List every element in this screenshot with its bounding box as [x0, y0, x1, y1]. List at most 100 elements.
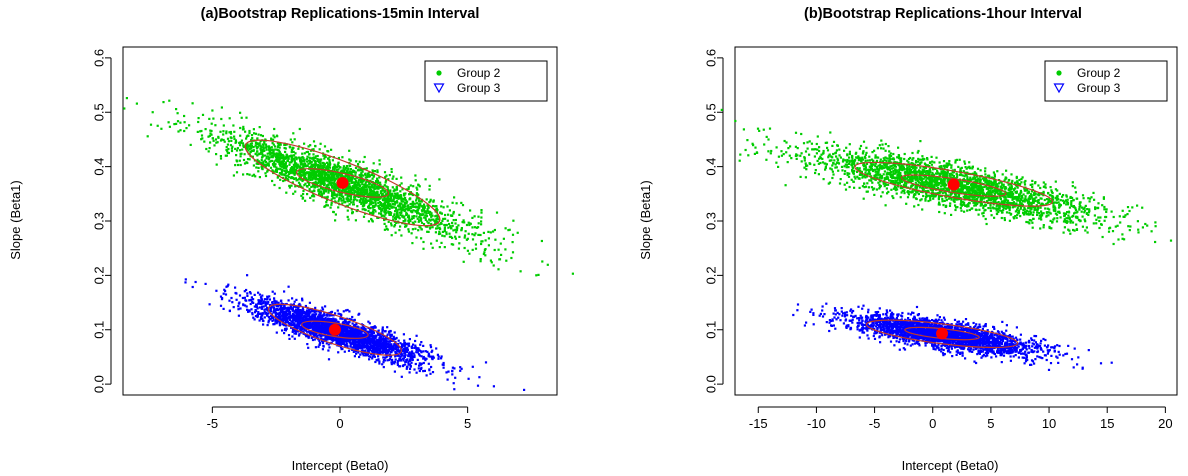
data-point [308, 176, 311, 179]
data-point [445, 233, 448, 236]
data-point [283, 290, 286, 293]
data-point [384, 175, 387, 179]
data-point [455, 231, 458, 234]
data-point [274, 148, 277, 151]
data-point [351, 192, 354, 195]
data-point [440, 355, 443, 358]
data-point [370, 201, 374, 204]
data-point [420, 217, 423, 220]
data-point [215, 153, 218, 156]
data-point [351, 322, 354, 325]
data-point [311, 165, 315, 168]
data-point [410, 232, 413, 235]
data-point [327, 150, 330, 153]
data-point [260, 151, 263, 154]
data-point [321, 308, 325, 311]
data-point [358, 355, 361, 359]
data-point [227, 140, 230, 143]
data-point [314, 180, 317, 183]
data-point [324, 190, 327, 193]
data-point [420, 341, 423, 344]
data-point [366, 189, 369, 192]
data-point [446, 205, 449, 208]
data-point [246, 146, 249, 149]
data-point [414, 344, 417, 347]
data-point [304, 172, 307, 175]
data-point [265, 148, 268, 151]
data-point [324, 177, 327, 180]
data-point [196, 130, 199, 133]
data-point [410, 345, 413, 348]
data-point [326, 180, 330, 183]
data-point [369, 179, 372, 182]
data-point [316, 185, 319, 188]
data-point [239, 152, 242, 155]
data-point [463, 221, 466, 224]
data-point [304, 164, 307, 168]
data-point [409, 210, 413, 213]
data-point [267, 146, 270, 149]
data-point [263, 149, 266, 152]
data-point [442, 206, 445, 209]
data-point [404, 205, 407, 208]
data-point [370, 203, 373, 206]
data-point [288, 337, 291, 340]
data-point [222, 292, 225, 295]
data-point [465, 223, 469, 227]
data-point [347, 349, 351, 352]
data-point [402, 333, 405, 336]
data-point [268, 157, 271, 160]
data-point [354, 198, 357, 201]
data-point [487, 230, 490, 233]
data-point [430, 215, 433, 218]
data-point [335, 193, 338, 196]
data-point [349, 195, 352, 198]
data-point [425, 374, 428, 377]
data-point [358, 160, 361, 163]
data-point [354, 171, 357, 174]
data-point [251, 155, 254, 158]
data-point [293, 169, 296, 172]
data-point [374, 184, 377, 187]
data-point [351, 175, 354, 178]
data-point [230, 147, 233, 150]
data-point [382, 204, 385, 208]
data-point [327, 349, 330, 352]
data-point [328, 162, 331, 165]
data-point [406, 204, 409, 207]
data-point [451, 221, 454, 224]
data-point [345, 166, 348, 169]
data-point [404, 360, 407, 363]
data-point [247, 149, 250, 152]
data-point [270, 156, 273, 159]
data-point [407, 344, 410, 347]
data-point [482, 252, 485, 256]
data-point [412, 355, 415, 358]
data-point [234, 147, 237, 150]
data-point [286, 177, 289, 180]
data-point [285, 156, 288, 159]
data-point [430, 218, 433, 221]
data-point [356, 205, 359, 208]
data-point [320, 180, 324, 183]
data-point [303, 173, 306, 176]
data-point [419, 202, 422, 205]
data-point [462, 260, 465, 263]
data-point [284, 171, 287, 175]
data-point [431, 226, 434, 229]
data-point [260, 162, 264, 165]
data-point [290, 158, 293, 161]
data-point [282, 159, 285, 162]
data-point [335, 195, 338, 198]
data-point [309, 178, 312, 181]
data-point [414, 174, 417, 177]
data-point [404, 218, 407, 221]
data-point [359, 197, 363, 200]
data-point [349, 345, 352, 348]
data-point [360, 174, 363, 177]
data-point [451, 201, 454, 204]
data-point [323, 157, 326, 160]
data-point [434, 231, 437, 234]
data-point [474, 243, 477, 246]
